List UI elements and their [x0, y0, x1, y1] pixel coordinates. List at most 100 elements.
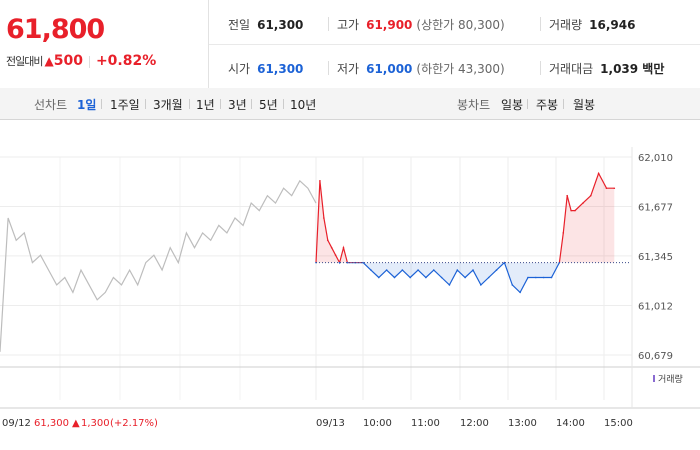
volume-info: 거래량 16,946: [549, 16, 635, 33]
tab-1-year[interactable]: 1년: [196, 98, 215, 112]
price-point: [605, 187, 608, 190]
price-point: [495, 269, 498, 271]
price-point: [597, 172, 600, 175]
prev-day-up-icon: ▲: [72, 418, 80, 429]
price-point: [342, 246, 345, 249]
price-point: [401, 269, 404, 271]
prev-close-label: 전일: [228, 18, 251, 32]
divider: [251, 99, 252, 109]
price-point: [362, 261, 364, 264]
chart-period-tabs: 선차트 1일 1주일 3개월 1년 3년 5년 10년 봉차트 일봉 주봉 월봉: [0, 88, 700, 120]
candle-chart-header: 봉차트: [457, 98, 491, 112]
price-point: [472, 269, 474, 271]
price-point: [589, 194, 592, 197]
lower-limit-value: (하한가 43,300): [416, 62, 505, 76]
y-tick-label: 60,679: [638, 351, 673, 362]
x-tick-label: 09/13: [316, 418, 345, 429]
price-point: [330, 246, 333, 249]
trade-amount-value: 1,039 백만: [600, 62, 665, 76]
y-tick-label: 61,677: [638, 203, 673, 214]
current-price: 61,800: [6, 14, 105, 45]
open-info: 시가 61,300: [228, 60, 303, 77]
price-point: [480, 284, 482, 286]
x-tick-label: 12:00: [460, 418, 489, 429]
volume-legend-label: 거래량: [658, 373, 683, 385]
y-tick-label: 62,010: [638, 153, 673, 164]
price-point: [338, 261, 341, 264]
x-tick-label: 11:00: [411, 418, 440, 429]
tab-10-years[interactable]: 10년: [290, 98, 317, 112]
price-point: [448, 284, 451, 286]
price-point: [464, 276, 466, 279]
divider: [88, 56, 90, 68]
price-point: [562, 232, 565, 234]
quote-header: 61,800 전일대비 ▲500 +0.82% 전일 61,300 고가 61,900(…: [0, 0, 700, 89]
prev-day-change: 1,300: [81, 418, 110, 429]
x-tick-label: 10:00: [363, 418, 392, 429]
change-amount: 500: [53, 53, 83, 69]
x-tick-label: 15:00: [604, 418, 633, 429]
tab-1-week[interactable]: 1주일: [110, 98, 140, 112]
price-point: [370, 269, 372, 271]
trade-amount-info: 거래대금 1,039 백만: [549, 60, 664, 77]
y-tick-label: 61,345: [638, 252, 673, 263]
price-point: [319, 180, 321, 182]
divider: [527, 99, 528, 109]
tab-monthly-candle[interactable]: 월봉: [573, 98, 596, 112]
price-point: [487, 276, 490, 279]
tab-5-years[interactable]: 5년: [259, 98, 278, 112]
tab-3-months[interactable]: 3개월: [153, 98, 183, 112]
price-point: [527, 276, 529, 279]
volume-legend-swatch: [653, 375, 655, 382]
price-summary: 61,800 전일대비 ▲500 +0.82%: [0, 0, 209, 88]
price-point: [432, 269, 435, 271]
price-point: [582, 202, 584, 204]
price-point: [542, 276, 545, 279]
divider: [328, 17, 329, 31]
tab-weekly-candle[interactable]: 주봉: [536, 98, 559, 112]
change-label: 전일대비: [6, 55, 43, 68]
prev-close-info: 전일 61,300: [228, 16, 303, 33]
high-info: 고가 61,900 (상한가 80,300): [337, 16, 505, 33]
change-row: 전일대비 ▲500 +0.82%: [6, 53, 156, 69]
tab-daily-candle[interactable]: 일봉: [501, 98, 524, 112]
divider: [540, 61, 541, 75]
divider: [220, 99, 221, 109]
prev-day-date: 09/12: [2, 418, 31, 429]
price-point: [409, 276, 412, 279]
low-info: 저가 61,000 (하한가 43,300): [337, 60, 505, 77]
prev-day-change-pct: (+2.17%): [110, 418, 158, 429]
price-area-down: [316, 262, 615, 293]
price-point: [323, 217, 325, 219]
prev-day-close: 61,300: [34, 418, 69, 429]
price-point: [440, 276, 443, 279]
price-line-up: [315, 171, 615, 263]
price-point: [535, 276, 537, 279]
volume-label: 거래량: [549, 18, 583, 32]
line-chart-header: 선차트: [34, 98, 68, 112]
divider: [328, 61, 329, 75]
x-tick-label: 14:00: [556, 418, 585, 429]
low-value: 61,000: [366, 62, 413, 76]
price-point: [503, 261, 506, 264]
price-area-up: [316, 173, 615, 263]
volume-value: 16,946: [589, 18, 636, 32]
price-point: [574, 209, 576, 212]
tab-1-day[interactable]: 1일: [77, 98, 97, 112]
price-point: [425, 276, 427, 279]
y-tick-label: 61,012: [638, 301, 673, 312]
price-point: [566, 194, 568, 197]
change-percent: +0.82%: [95, 53, 157, 69]
price-point: [393, 276, 396, 279]
low-label: 저가: [337, 62, 360, 76]
tab-3-years[interactable]: 3년: [228, 98, 247, 112]
high-value: 61,900: [366, 18, 413, 32]
prev-day-price-line: [0, 179, 317, 352]
price-point: [613, 187, 616, 190]
price-point: [326, 239, 329, 242]
price-point: [417, 269, 419, 271]
divider: [283, 99, 284, 109]
divider: [209, 44, 700, 45]
open-value: 61,300: [257, 62, 304, 76]
